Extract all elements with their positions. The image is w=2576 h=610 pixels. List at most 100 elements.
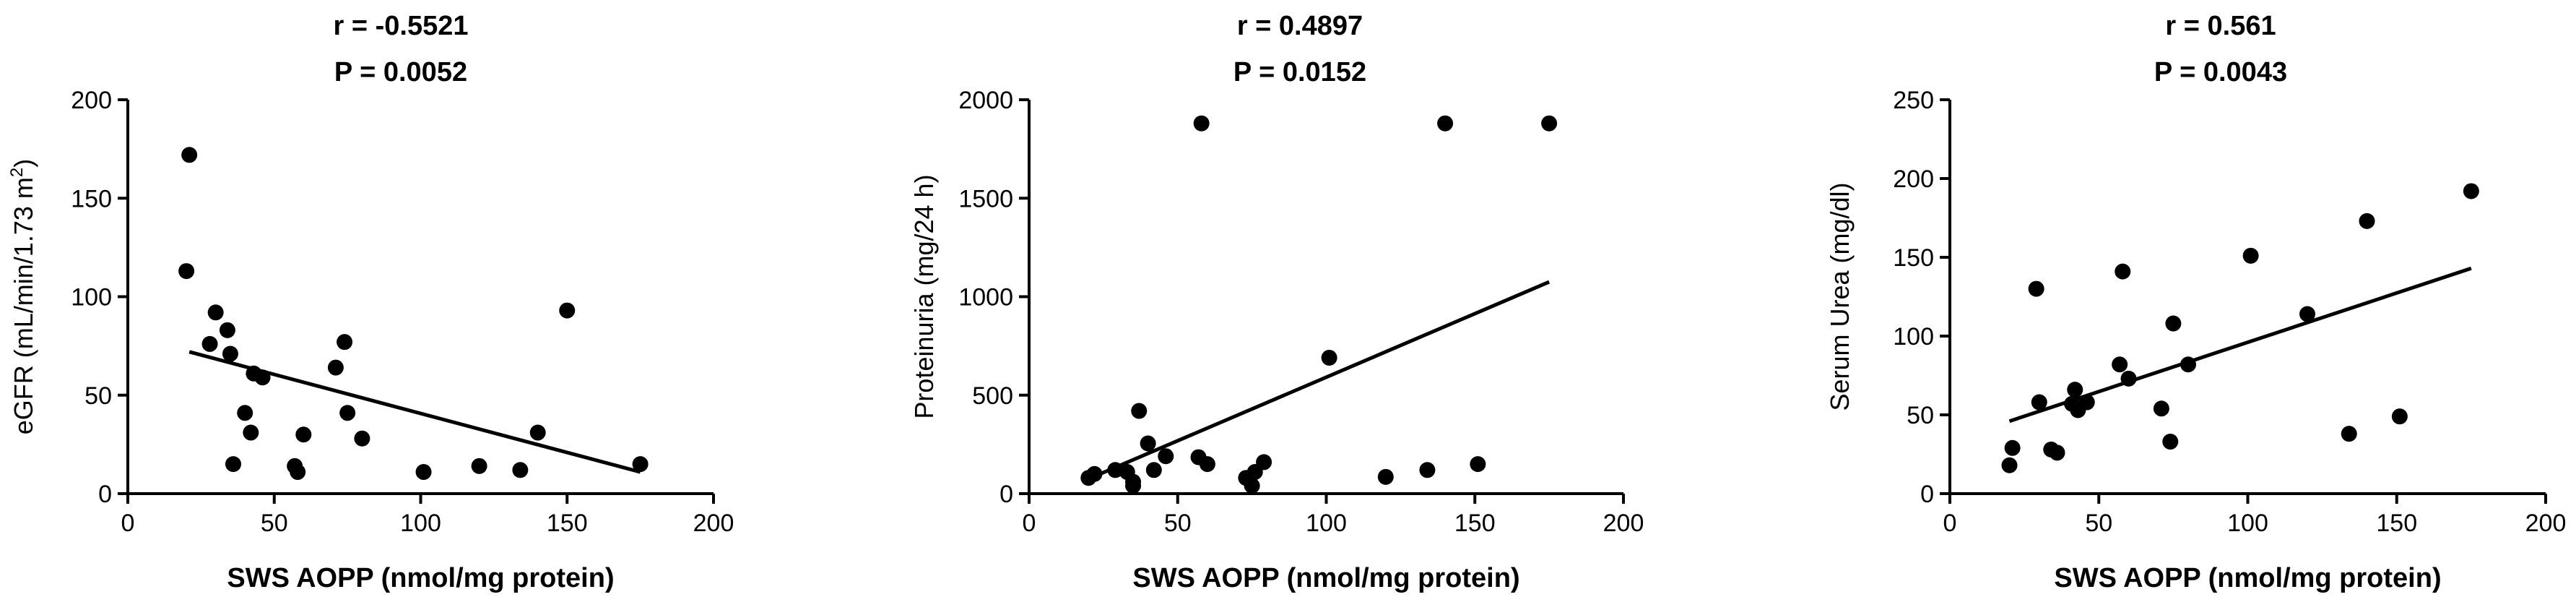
data-point bbox=[1199, 456, 1215, 473]
data-point bbox=[225, 456, 241, 473]
data-point bbox=[512, 462, 529, 478]
y-tick-label: 0 bbox=[999, 481, 1013, 508]
y-axis-label-text: Proteinuria (mg/24 h) bbox=[909, 174, 939, 418]
x-axis-label: SWS AOPP (nmol/mg protein) bbox=[1132, 563, 1519, 593]
regression-line bbox=[2008, 266, 2472, 424]
data-point bbox=[1321, 349, 1337, 366]
data-point bbox=[2463, 183, 2479, 199]
data-point bbox=[632, 456, 649, 473]
data-point bbox=[2359, 212, 2375, 229]
x-axis-label: SWS AOPP (nmol/mg protein) bbox=[227, 563, 614, 593]
y-tick-label: 250 bbox=[1893, 87, 1934, 114]
data-point bbox=[529, 424, 546, 441]
data-point bbox=[2153, 400, 2169, 417]
data-point bbox=[1470, 456, 1486, 473]
y-tick-label: 2000 bbox=[958, 87, 1013, 114]
x-tick-label: 100 bbox=[1306, 510, 1347, 537]
x-tick-label: 150 bbox=[1454, 510, 1496, 537]
x-tick-label: 0 bbox=[1023, 510, 1036, 537]
data-point bbox=[337, 334, 353, 351]
data-point bbox=[2067, 382, 2083, 398]
data-point bbox=[1244, 478, 1260, 494]
x-tick-label: 50 bbox=[261, 510, 288, 537]
y-tick-label: 1000 bbox=[958, 284, 1013, 312]
data-point bbox=[222, 345, 238, 362]
y-tick-label: 50 bbox=[84, 382, 112, 410]
y-tick-label: 200 bbox=[1893, 166, 1934, 193]
data-point bbox=[2049, 444, 2065, 461]
data-point bbox=[2004, 439, 2021, 456]
data-point bbox=[2031, 394, 2047, 411]
data-point bbox=[1193, 115, 1210, 132]
data-point bbox=[237, 405, 253, 421]
data-point bbox=[243, 424, 259, 441]
data-point bbox=[2341, 426, 2357, 442]
data-point bbox=[254, 369, 271, 386]
y-tick-label: 0 bbox=[98, 481, 112, 508]
data-point bbox=[1145, 462, 1162, 478]
x-tick-label: 50 bbox=[1164, 510, 1192, 537]
data-point bbox=[290, 464, 306, 481]
x-axis-label: SWS AOPP (nmol/mg protein) bbox=[2054, 563, 2441, 593]
data-point bbox=[2115, 263, 2131, 280]
chart-panel-2: r = 0.4897 P = 0.0152 0 500 1000 1500 2000 0 50 1… bbox=[909, 11, 1644, 593]
data-point bbox=[2112, 356, 2128, 373]
data-point bbox=[2028, 280, 2044, 297]
y-axis-label: Serum Urea (mg/dl) bbox=[1825, 182, 1855, 411]
data-point bbox=[2180, 356, 2196, 373]
data-point bbox=[1158, 448, 1174, 465]
y-axis-label-close: ) bbox=[9, 159, 38, 168]
data-point bbox=[1086, 465, 1103, 482]
x-tick-label: 0 bbox=[1943, 510, 1957, 537]
data-point bbox=[2391, 408, 2408, 425]
data-point bbox=[327, 359, 344, 376]
p-value: P = 0.0052 bbox=[334, 57, 467, 87]
y-tick-label: 200 bbox=[71, 87, 112, 114]
data-point bbox=[415, 464, 432, 481]
y-tick-label: 150 bbox=[71, 185, 112, 212]
y-axis-label: eGFR (mL/min/1.73 m2) bbox=[7, 159, 38, 434]
data-point bbox=[2001, 457, 2018, 473]
x-tick-label: 150 bbox=[2376, 510, 2417, 537]
y-tick-label: 50 bbox=[1907, 402, 1934, 429]
x-tick-label: 50 bbox=[2085, 510, 2112, 537]
y-tick-label: 0 bbox=[1920, 481, 1934, 508]
x-tick-label: 150 bbox=[547, 510, 588, 537]
y-tick-label: 150 bbox=[1893, 244, 1934, 272]
data-point bbox=[1125, 478, 1142, 494]
data-point bbox=[1419, 462, 1436, 478]
y-tick-label: 500 bbox=[972, 382, 1013, 410]
data-point bbox=[1377, 468, 1394, 485]
y-tick-label: 100 bbox=[71, 284, 112, 312]
x-tick-label: 0 bbox=[121, 510, 135, 537]
chart-panel-3: r = 0.561 P = 0.0043 0 50 100 150 200 250 0 50 100… bbox=[1825, 11, 2566, 593]
p-value: P = 0.0152 bbox=[1233, 57, 1366, 87]
data-point bbox=[1437, 115, 1454, 132]
data-point bbox=[354, 430, 370, 447]
p-value: P = 0.0043 bbox=[2154, 57, 2287, 87]
chart-panel-1: r = -0.5521 P = 0.0052 0 50 100 150 200 0 50 100 1… bbox=[7, 11, 734, 593]
y-axis-label: Proteinuria (mg/24 h) bbox=[909, 174, 939, 418]
data-point bbox=[339, 405, 356, 421]
data-point bbox=[219, 322, 235, 338]
data-point bbox=[207, 304, 224, 321]
data-point bbox=[1541, 115, 1558, 132]
y-tick-label: 100 bbox=[1893, 323, 1934, 351]
data-point bbox=[1140, 435, 1156, 452]
y-axis-label-superscript: 2 bbox=[7, 168, 27, 177]
data-point bbox=[2242, 247, 2259, 264]
x-tick-label: 100 bbox=[400, 510, 441, 537]
correlation-r: r = 0.4897 bbox=[1237, 11, 1363, 41]
x-tick-label: 100 bbox=[2227, 510, 2268, 537]
data-point bbox=[178, 263, 195, 280]
data-point bbox=[2165, 315, 2182, 332]
y-axis-label-text: eGFR (mL/min/1.73 m bbox=[9, 177, 38, 434]
data-point bbox=[1131, 403, 1148, 419]
data-point bbox=[295, 426, 312, 443]
data-point bbox=[559, 302, 576, 319]
correlation-r: r = 0.561 bbox=[2165, 11, 2276, 41]
data-point bbox=[2078, 394, 2095, 411]
data-point bbox=[2299, 306, 2315, 322]
correlation-r: r = -0.5521 bbox=[334, 11, 469, 41]
